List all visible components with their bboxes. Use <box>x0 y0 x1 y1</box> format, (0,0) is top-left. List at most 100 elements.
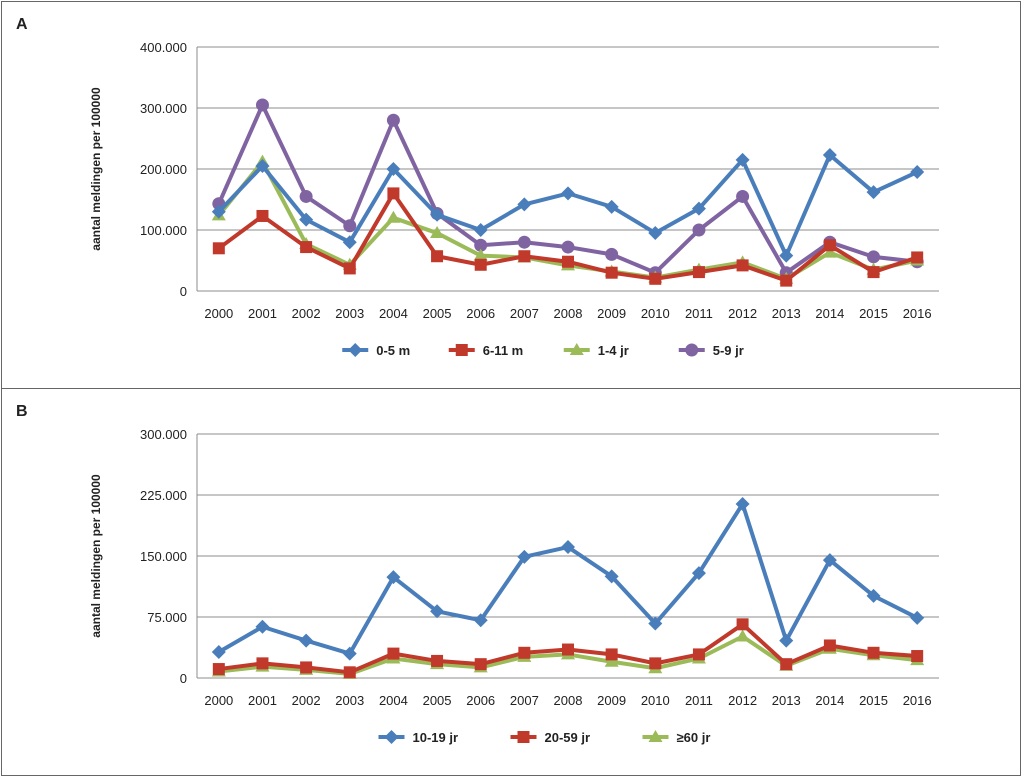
a-point-0-7 <box>517 197 532 212</box>
a-x-tick-label: 2007 <box>510 306 539 321</box>
panel-b: B 0 75.000 150.000 225.000 300.000 2000 2001 20… <box>1 388 1021 776</box>
b-point-0-4 <box>386 570 401 585</box>
panel-a-label: A <box>16 16 28 33</box>
a-y-tick-label: 100.000 <box>140 223 187 238</box>
a-point-0-6 <box>473 223 488 237</box>
a-point-3-9 <box>605 247 619 261</box>
chart-b: 0 75.000 150.000 225.000 300.000 2000 2001 2002… <box>89 427 939 745</box>
b-point-1-13 <box>780 658 793 671</box>
a-point-0-15 <box>866 185 881 200</box>
a-point-2-4 <box>386 210 401 223</box>
a-point-3-7 <box>517 235 531 249</box>
b-point-1-14 <box>823 639 836 652</box>
b-legend-marker-2 <box>648 730 663 742</box>
a-point-1-4 <box>387 187 400 200</box>
a-point-1-9 <box>605 266 618 279</box>
a-legend-label-3: 5-9 jr <box>713 343 744 358</box>
b-point-0-11 <box>691 566 706 581</box>
b-x-tick-label: 2002 <box>292 693 321 708</box>
b-point-1-8 <box>562 643 574 656</box>
b-point-2-12 <box>735 629 750 642</box>
a-legend-label-0: 0-5 m <box>376 343 410 358</box>
a-y-tick-label: 400.000 <box>140 40 187 55</box>
a-point-3-12 <box>736 189 750 203</box>
b-point-0-2 <box>299 633 314 648</box>
a-y-tick-label: 300.000 <box>140 101 187 116</box>
a-x-tick-label: 2003 <box>335 306 364 321</box>
b-point-0-10 <box>648 616 663 631</box>
a-point-0-14 <box>822 147 837 162</box>
a-y-tick-label: 200.000 <box>140 162 187 177</box>
b-point-0-16 <box>910 610 925 625</box>
b-point-1-7 <box>518 646 531 659</box>
a-point-0-3 <box>342 235 357 250</box>
a-y-tick-label: 0 <box>180 284 187 299</box>
a-point-1-8 <box>562 255 574 268</box>
b-y-tick-label: 75.000 <box>147 610 187 625</box>
a-x-tick-label: 2014 <box>815 306 844 321</box>
a-x-tick-label: 2015 <box>859 306 888 321</box>
a-point-0-12 <box>735 152 750 167</box>
b-x-tick-label: 2006 <box>466 693 495 708</box>
b-point-1-1 <box>256 657 269 670</box>
b-legend-marker-1 <box>517 731 530 743</box>
a-point-0-0 <box>211 204 226 219</box>
a-point-0-8 <box>561 186 575 201</box>
a-point-1-1 <box>256 209 269 222</box>
b-point-1-15 <box>867 646 880 659</box>
b-y-tick-label: 150.000 <box>140 549 187 564</box>
b-point-0-8 <box>561 540 575 555</box>
b-series-line-0 <box>217 501 919 656</box>
b-point-1-4 <box>387 647 400 660</box>
b-x-tick-label: 2007 <box>510 693 539 708</box>
a-point-0-5 <box>430 207 445 222</box>
b-x-tick-label: 2000 <box>204 693 233 708</box>
b-point-0-3 <box>342 646 357 661</box>
a-point-1-14 <box>823 239 836 252</box>
b-point-0-0 <box>211 644 226 659</box>
a-legend-marker-2 <box>569 343 584 355</box>
a-point-1-13 <box>780 274 793 287</box>
a-series-line-0 <box>217 152 919 258</box>
a-point-3-6 <box>474 238 488 252</box>
a-x-tick-label: 2006 <box>466 306 495 321</box>
a-x-tick-label: 2001 <box>248 306 277 321</box>
b-x-tick-label: 2008 <box>554 693 583 708</box>
b-point-0-1 <box>255 619 270 634</box>
b-x-tick-label: 2011 <box>685 693 713 708</box>
a-point-1-10 <box>649 272 662 285</box>
b-x-tick-label: 2001 <box>248 693 277 708</box>
b-point-0-15 <box>866 588 881 603</box>
a-point-0-10 <box>648 226 663 241</box>
a-x-tick-label: 2000 <box>204 306 233 321</box>
b-point-1-6 <box>474 658 487 671</box>
b-legend-label-0: 10-19 jr <box>413 730 459 745</box>
chart-a: 0 100.000 200.000 300.000 400.000 2000 2001 200… <box>89 40 939 358</box>
b-point-0-12 <box>735 496 750 511</box>
a-x-tick-label: 2009 <box>597 306 626 321</box>
b-y-tick-label: 225.000 <box>140 488 187 503</box>
a-point-1-5 <box>431 250 444 263</box>
a-point-3-2 <box>299 189 313 203</box>
a-point-1-15 <box>867 266 880 279</box>
b-point-2-9 <box>604 654 619 667</box>
b-x-tick-label: 2009 <box>597 693 626 708</box>
panel-b-label: B <box>16 403 28 420</box>
a-point-0-13 <box>779 248 794 263</box>
a-legend-label-2: 1-4 jr <box>598 343 629 358</box>
a-point-3-4 <box>386 113 400 127</box>
b-point-0-14 <box>822 553 837 568</box>
b-point-1-9 <box>605 648 618 661</box>
b-x-tick-label: 2012 <box>728 693 757 708</box>
a-point-1-2 <box>300 241 313 254</box>
a-point-1-11 <box>692 266 705 279</box>
b-point-1-2 <box>300 661 313 674</box>
b-x-tick-label: 2004 <box>379 693 408 708</box>
a-legend-marker-0 <box>348 343 363 357</box>
b-point-0-9 <box>604 569 619 584</box>
a-point-3-8 <box>561 240 575 254</box>
a-legend-marker-1 <box>455 344 468 356</box>
a-point-2-6 <box>473 248 488 261</box>
a-point-0-1 <box>255 158 270 173</box>
a-x-tick-label: 2005 <box>423 306 452 321</box>
